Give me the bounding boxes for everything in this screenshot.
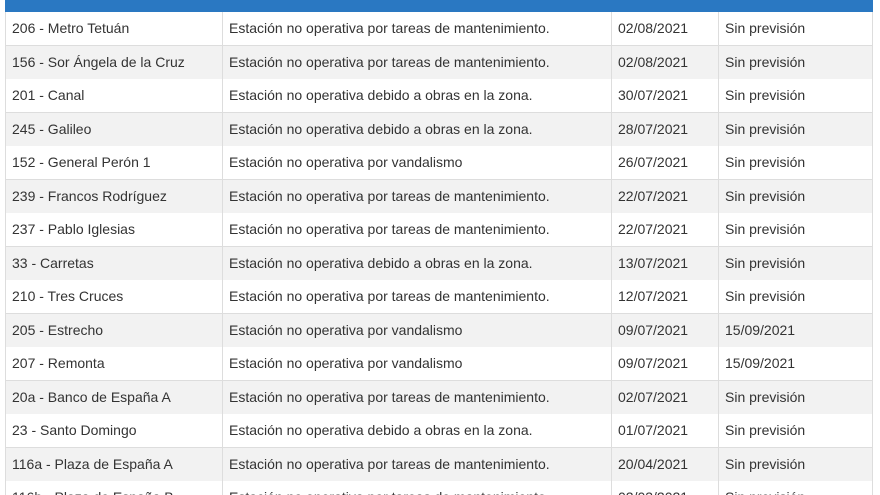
status-cell: Estación no operativa por vandalismo xyxy=(222,146,611,179)
station-cell: 245 - Galileo xyxy=(5,112,222,146)
table-row: 33 - Carretas Estación no operativa debid… xyxy=(5,246,873,281)
table-header xyxy=(5,0,873,12)
status-cell: Estación no operativa por tareas de mant… xyxy=(222,179,611,213)
table-row: 116a - Plaza de España A Estación no oper… xyxy=(5,447,873,482)
station-cell: 201 - Canal xyxy=(5,79,222,112)
start-date-cell: 13/07/2021 xyxy=(611,246,718,280)
table-row: 205 - Estrecho Estación no operativa por … xyxy=(5,313,873,348)
station-cell: 116b - Plaza de España B xyxy=(5,481,222,495)
status-cell: Estación no operativa debido a obras en … xyxy=(222,79,611,112)
status-cell: Estación no operativa por vandalismo xyxy=(222,347,611,380)
end-date-cell: Sin previsión xyxy=(718,79,873,112)
start-date-cell: 02/03/2021 xyxy=(611,481,718,495)
table-row: 20a - Banco de España A Estación no opera… xyxy=(5,380,873,415)
table-row: 207 - Remonta Estación no operativa por v… xyxy=(5,347,873,381)
station-cell: 210 - Tres Cruces xyxy=(5,280,222,313)
station-cell: 207 - Remonta xyxy=(5,347,222,380)
start-date-cell: 26/07/2021 xyxy=(611,146,718,179)
status-cell: Estación no operativa debido a obras en … xyxy=(222,246,611,280)
end-date-cell: 15/09/2021 xyxy=(718,347,873,380)
start-date-cell: 09/07/2021 xyxy=(611,313,718,347)
table-row: 210 - Tres Cruces Estación no operativa p… xyxy=(5,280,873,314)
start-date-cell: 01/07/2021 xyxy=(611,414,718,447)
status-cell: Estación no operativa debido a obras en … xyxy=(222,414,611,447)
table-row: 245 - Galileo Estación no operativa debid… xyxy=(5,112,873,147)
table-row: 23 - Santo Domingo Estación no operativa … xyxy=(5,414,873,448)
status-cell: Estación no operativa debido a obras en … xyxy=(222,112,611,146)
table-row: 116b - Plaza de España BEstación no oper… xyxy=(5,481,873,495)
end-date-cell: Sin previsión xyxy=(718,246,873,280)
table-row: 156 - Sor Ángela de la Cruz Estación no o… xyxy=(5,45,873,80)
end-date-cell: Sin previsión xyxy=(718,45,873,79)
end-date-cell: Sin previsión xyxy=(718,146,873,179)
end-date-cell: Sin previsión xyxy=(718,447,873,481)
station-cell: 239 - Francos Rodríguez xyxy=(5,179,222,213)
start-date-cell: 02/08/2021 xyxy=(611,45,718,79)
end-date-cell: Sin previsión xyxy=(718,481,873,495)
end-date-cell: Sin previsión xyxy=(718,380,873,414)
table-row: 239 - Francos Rodríguez Estación no opera… xyxy=(5,179,873,214)
status-cell: Estación no operativa por tareas de mant… xyxy=(222,45,611,79)
table-row: 206 - Metro Tetuán Estación no operativa … xyxy=(5,12,873,46)
end-date-cell: Sin previsión xyxy=(718,112,873,146)
start-date-cell: 30/07/2021 xyxy=(611,79,718,112)
start-date-cell: 22/07/2021 xyxy=(611,213,718,246)
start-date-cell: 20/04/2021 xyxy=(611,447,718,481)
table-row: 201 - Canal Estación no operativa debido … xyxy=(5,79,873,113)
station-cell: 33 - Carretas xyxy=(5,246,222,280)
table-row: 152 - General Perón 1 Estación no operati… xyxy=(5,146,873,180)
station-cell: 206 - Metro Tetuán xyxy=(5,12,222,45)
start-date-cell: 02/07/2021 xyxy=(611,380,718,414)
start-date-cell: 09/07/2021 xyxy=(611,347,718,380)
status-cell: Estación no operativa por tareas de mant… xyxy=(222,380,611,414)
status-cell: Estación no operativa por tareas de mant… xyxy=(222,447,611,481)
station-cell: 156 - Sor Ángela de la Cruz xyxy=(5,45,222,79)
station-cell: 152 - General Perón 1 xyxy=(5,146,222,179)
station-cell: 205 - Estrecho xyxy=(5,313,222,347)
status-cell: Estación no operativa por tareas de mant… xyxy=(222,12,611,45)
start-date-cell: 02/08/2021 xyxy=(611,12,718,45)
end-date-cell: Sin previsión xyxy=(718,179,873,213)
status-cell: Estación no operativa por tareas de mant… xyxy=(222,280,611,313)
station-cell: 23 - Santo Domingo xyxy=(5,414,222,447)
end-date-cell: Sin previsión xyxy=(718,213,873,246)
start-date-cell: 28/07/2021 xyxy=(611,112,718,146)
end-date-cell: 15/09/2021 xyxy=(718,313,873,347)
station-cell: 237 - Pablo Iglesias xyxy=(5,213,222,246)
station-cell: 20a - Banco de España A xyxy=(5,380,222,414)
end-date-cell: Sin previsión xyxy=(718,12,873,45)
end-date-cell: Sin previsión xyxy=(718,280,873,313)
end-date-cell: Sin previsión xyxy=(718,414,873,447)
start-date-cell: 22/07/2021 xyxy=(611,179,718,213)
status-cell: Estación no operativa por tareas de mant… xyxy=(222,213,611,246)
table-row: 237 - Pablo Iglesias Estación no operativ… xyxy=(5,213,873,247)
status-cell: Estación no operativa por vandalismo xyxy=(222,313,611,347)
station-cell: 116a - Plaza de España A xyxy=(5,447,222,481)
status-cell: Estación no operativa por tareas de mant… xyxy=(222,481,611,495)
start-date-cell: 12/07/2021 xyxy=(611,280,718,313)
